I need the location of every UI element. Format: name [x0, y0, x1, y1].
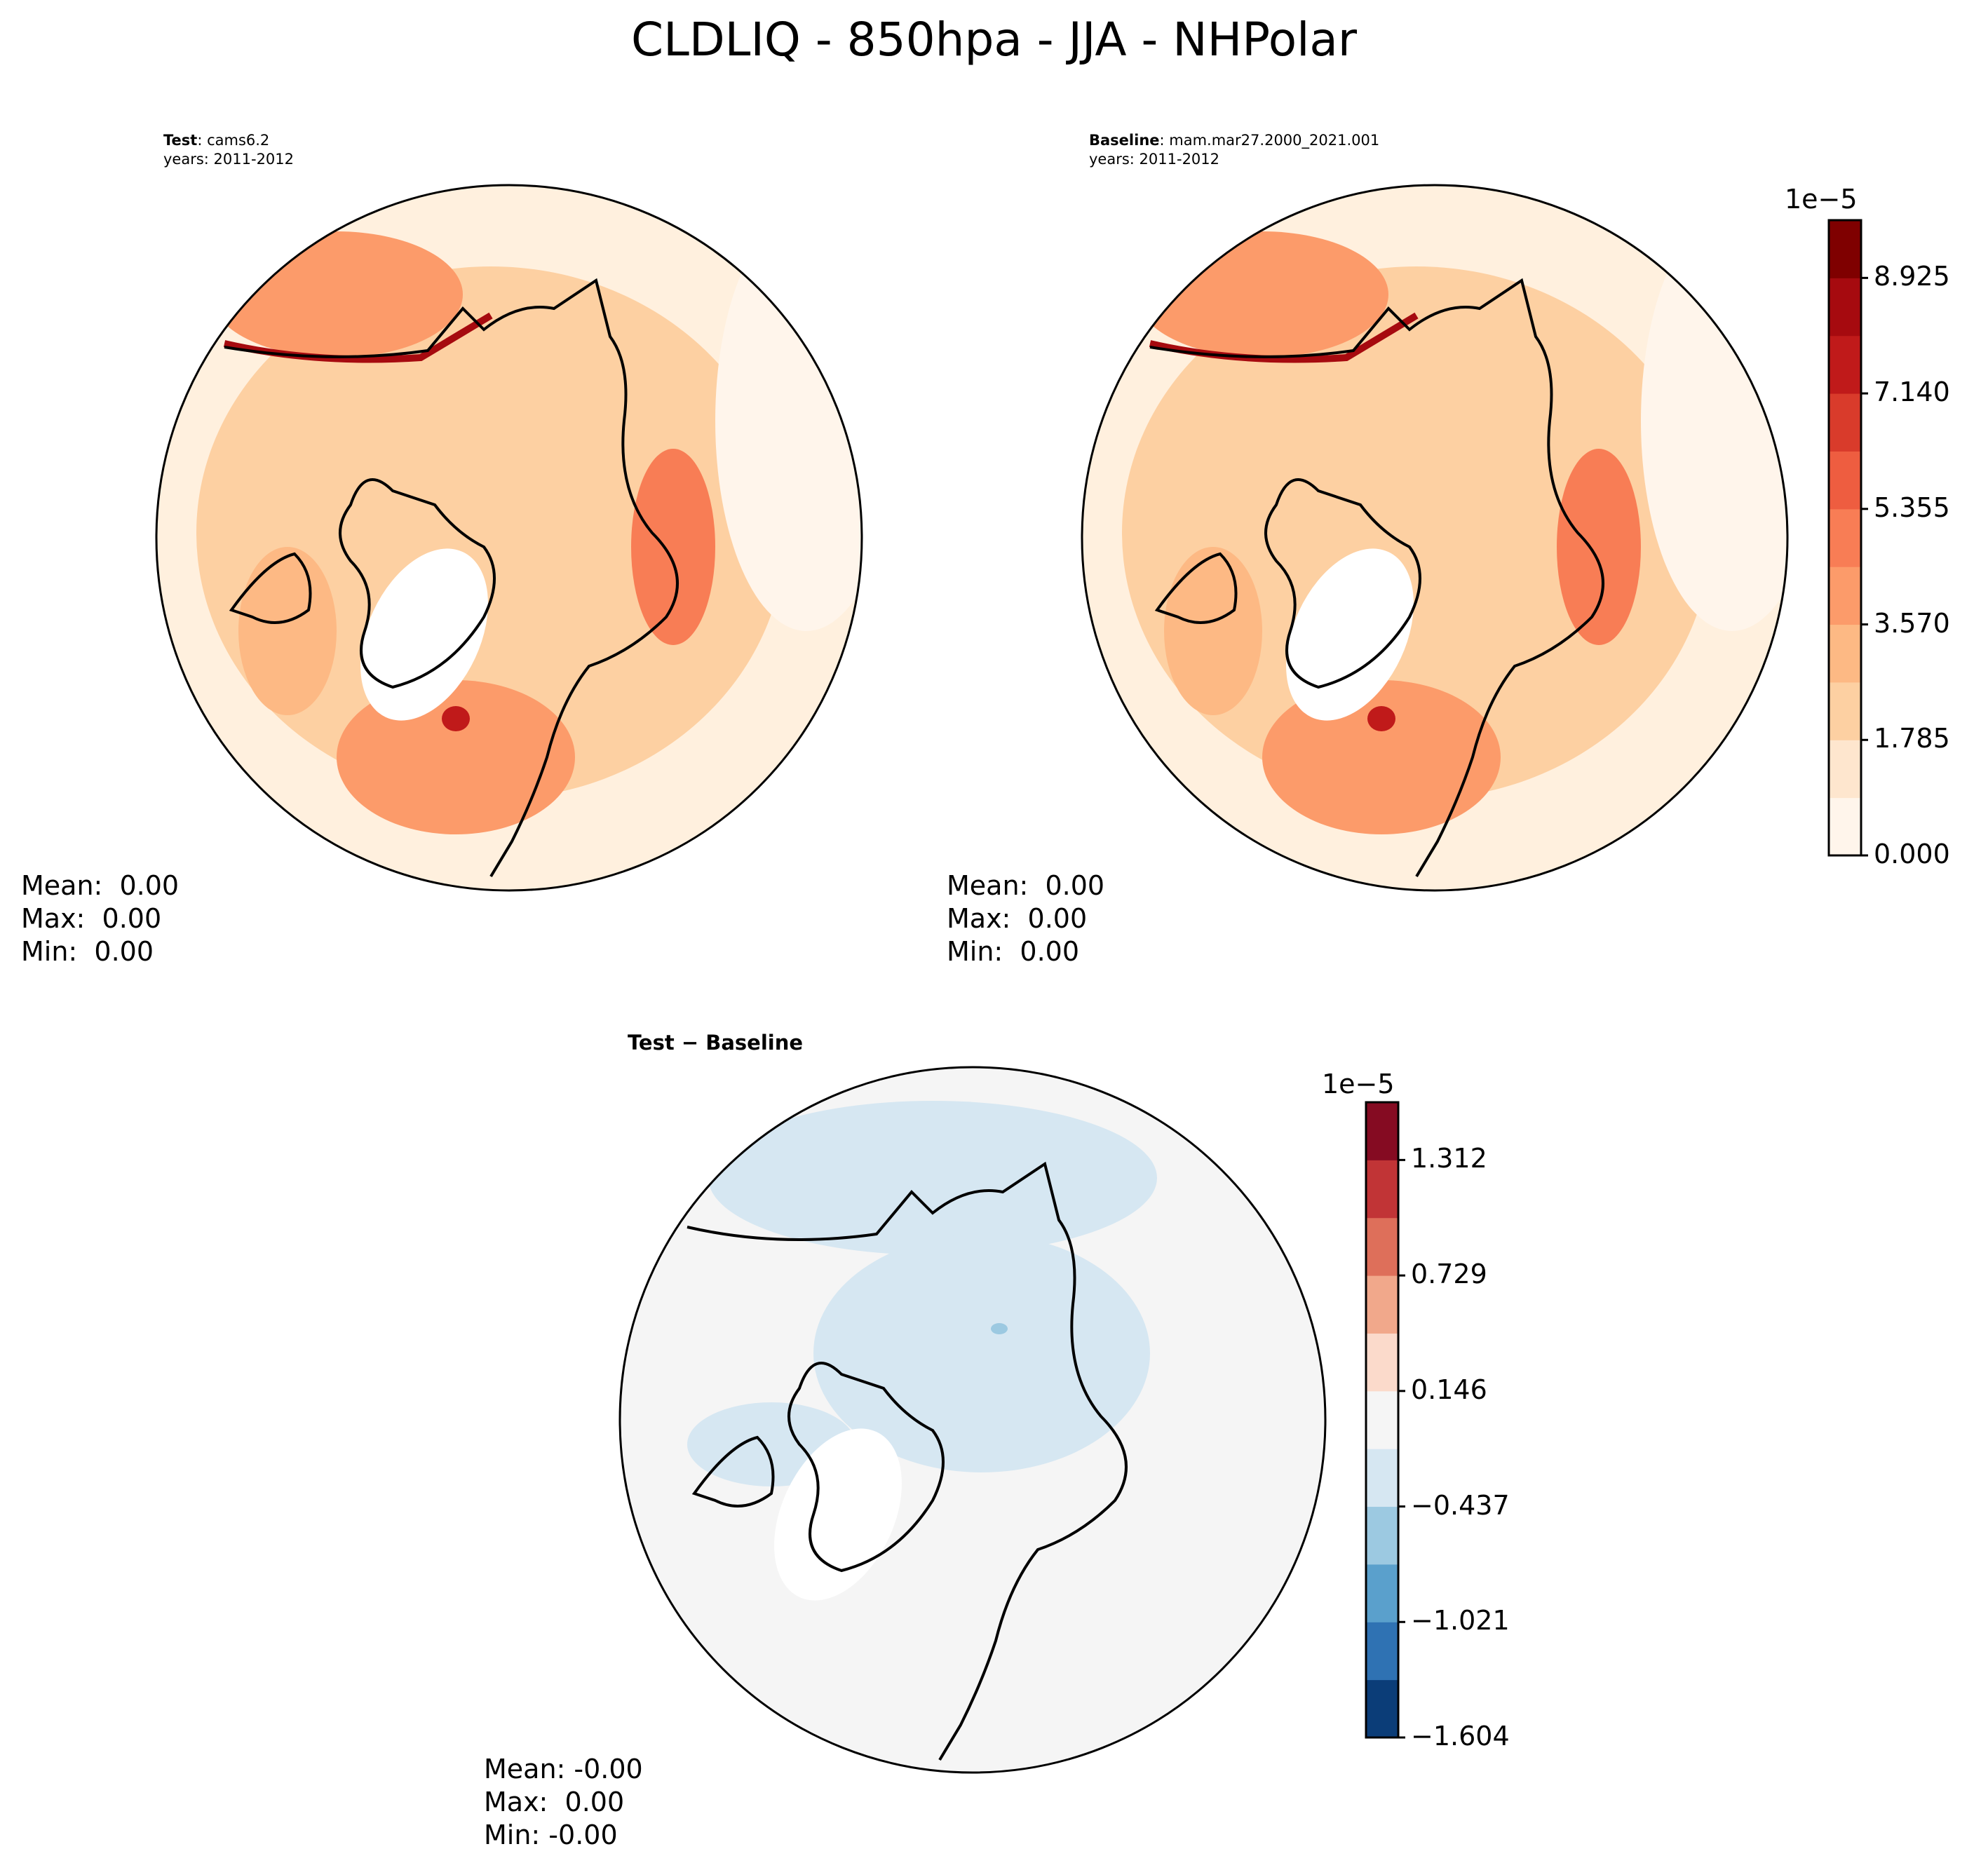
- colorbar-segment: [1829, 740, 1861, 799]
- colorbar-segment: [1829, 393, 1861, 452]
- colorbar-segment: [1829, 624, 1861, 683]
- diff-coastline: [687, 1161, 1128, 1761]
- test-panel-title: Test: cams6.2 years: 2011-2012: [163, 131, 294, 169]
- baseline-panel-title: Baseline: mam.mar27.2000_2021.001 years:…: [1089, 131, 1379, 169]
- colorbar-tick-label: 1.785: [1874, 723, 1950, 754]
- figure-title: CLDLIQ - 850hpa - JJA - NHPolar: [631, 13, 1357, 67]
- baseline-field-patch: [1136, 231, 1388, 358]
- test-stats: Mean: 0.00 Max: 0.00 Min: 0.00: [21, 869, 179, 968]
- colorbar-segment: [1366, 1102, 1398, 1160]
- colorbar-tick-label: 8.925: [1874, 261, 1950, 292]
- colorbar-tick-label: 5.355: [1874, 492, 1950, 523]
- diff-panel-title: Test − Baseline: [628, 1031, 804, 1055]
- baseline-label: Baseline: [1089, 132, 1160, 149]
- diff-min: Min: -0.00: [484, 1820, 618, 1850]
- test-max: Max: 0.00: [21, 903, 162, 934]
- test-map: [156, 185, 862, 890]
- diff-map-boundary: [618, 1066, 1327, 1774]
- baseline-stats: Mean: 0.00 Max: 0.00 Min: 0.00: [947, 869, 1104, 968]
- diff-field-patch: [708, 1101, 1157, 1255]
- colorbar-segment: [1829, 335, 1861, 394]
- baseline-coastline: [1149, 278, 1604, 878]
- colorbar-segment: [1366, 1564, 1398, 1622]
- diff-greenland-mask: [774, 1428, 902, 1601]
- baseline-min: Min: 0.00: [947, 936, 1079, 967]
- test-field-patch: [210, 231, 463, 358]
- colorbar-tick-label: −0.437: [1411, 1489, 1510, 1521]
- baseline-field-patch: [1164, 547, 1262, 715]
- diff-max: Max: 0.00: [484, 1787, 625, 1817]
- colorbar-segment: [1366, 1449, 1398, 1507]
- test-min: Min: 0.00: [21, 936, 154, 967]
- colorbar-tick-label: 7.140: [1874, 377, 1950, 408]
- colorbar-frame: [1365, 1101, 1400, 1739]
- baseline-mean: Mean: 0.00: [947, 870, 1105, 901]
- diff-coastline: [787, 1362, 945, 1573]
- test-coastline: [339, 478, 496, 689]
- diff-field-patch: [813, 1234, 1150, 1472]
- colorbar-segment: [1366, 1217, 1398, 1276]
- colorbar-segment: [1366, 1622, 1398, 1681]
- diff-colorbar-exponent: 1e−5: [1322, 1069, 1395, 1099]
- test-field-patch: [631, 449, 715, 645]
- colorbar-segment: [1366, 1333, 1398, 1392]
- colorbar-segment: [1829, 797, 1861, 856]
- colorbar-frame: [1827, 219, 1862, 857]
- baseline-case-name: : mam.mar27.2000_2021.001: [1159, 132, 1380, 149]
- baseline-field-patch: [1557, 449, 1641, 645]
- colorbar-segment: [1829, 508, 1861, 567]
- diff-colorbar: [1365, 1101, 1405, 1739]
- test-field-patch: [238, 547, 337, 715]
- test-coastline: [224, 278, 679, 878]
- colorbar-segment: [1366, 1679, 1398, 1738]
- baseline-coastline: [1264, 478, 1421, 689]
- diff-coastline: [691, 1435, 775, 1507]
- baseline-map-boundary: [1081, 184, 1789, 892]
- abs-colorbar: [1827, 219, 1868, 857]
- colorbar-segment: [1829, 567, 1861, 625]
- colorbar-tick-label: 3.570: [1874, 607, 1950, 639]
- baseline-greenland-mask: [1286, 548, 1414, 721]
- colorbar-tick-label: 0.729: [1411, 1259, 1487, 1290]
- diff-stats: Mean: -0.00 Max: 0.00 Min: -0.00: [484, 1753, 643, 1852]
- test-map-boundary: [155, 184, 863, 892]
- colorbar-segment: [1829, 278, 1861, 337]
- baseline-map: [1082, 185, 1787, 890]
- colorbar-tick-label: −1.021: [1411, 1605, 1510, 1637]
- colorbar-segment: [1829, 220, 1861, 278]
- abs-colorbar-exponent: 1e−5: [1785, 184, 1858, 215]
- colorbar-segment: [1366, 1275, 1398, 1334]
- test-coastline: [229, 552, 312, 624]
- test-mean: Mean: 0.00: [21, 870, 180, 901]
- colorbar-tick-label: −1.604: [1411, 1721, 1510, 1752]
- test-years: years: 2011-2012: [163, 151, 295, 168]
- colorbar-segment: [1829, 682, 1861, 740]
- baseline-coastline: [1154, 552, 1238, 624]
- colorbar-tick-label: 1.312: [1411, 1143, 1487, 1174]
- baseline-years: years: 2011-2012: [1089, 151, 1220, 168]
- colorbar-segment: [1366, 1160, 1398, 1219]
- diff-map: [620, 1067, 1325, 1773]
- test-case-name: : cams6.2: [197, 132, 270, 149]
- colorbar-tick-label: 0.000: [1874, 839, 1950, 869]
- baseline-max: Max: 0.00: [947, 903, 1088, 934]
- colorbar-segment: [1366, 1390, 1398, 1449]
- colorbar-segment: [1366, 1506, 1398, 1565]
- test-greenland-mask: [360, 548, 488, 721]
- diff-mean: Mean: -0.00: [484, 1754, 643, 1784]
- colorbar-tick-label: 0.146: [1411, 1374, 1487, 1405]
- colorbar-segment: [1829, 451, 1861, 510]
- test-label: Test: [163, 132, 198, 149]
